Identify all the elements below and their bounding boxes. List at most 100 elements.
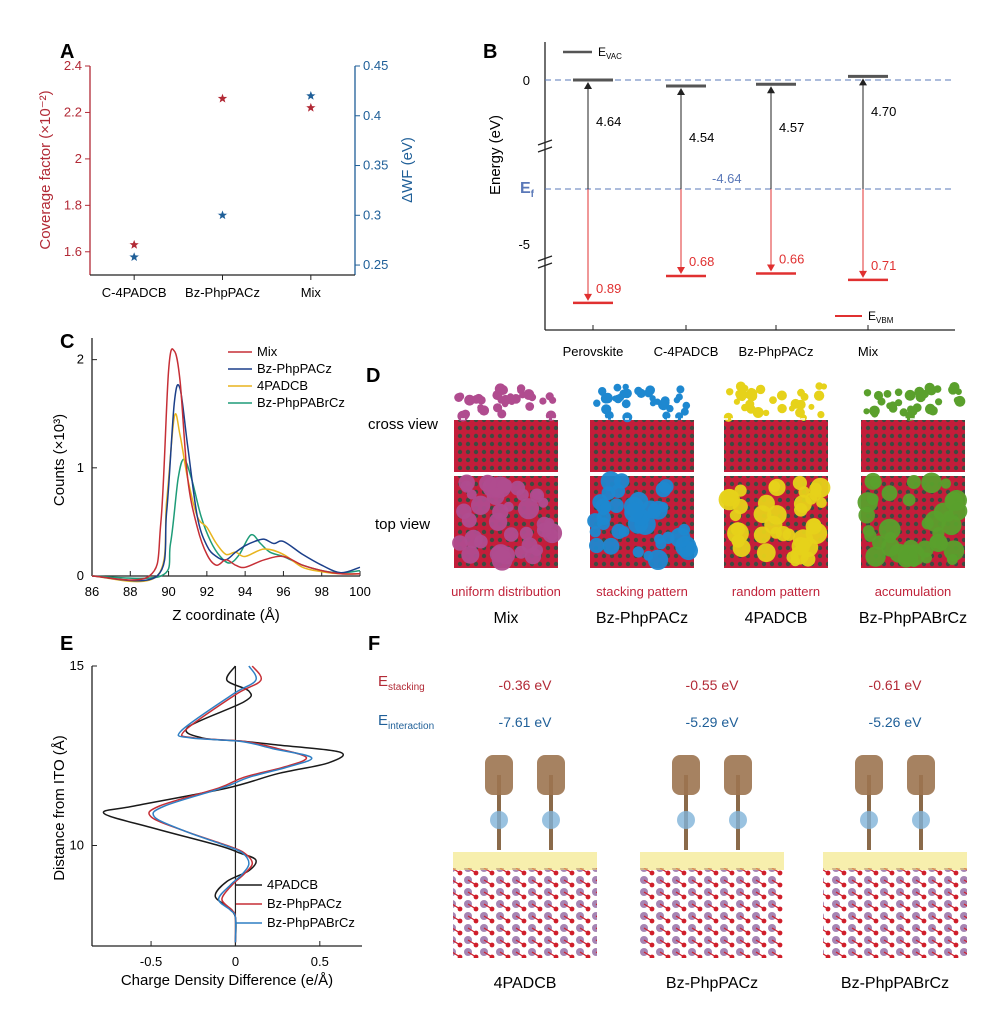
panel-b-xtick-3: Mix (858, 344, 879, 359)
panel-d-molecule-cross-1-21 (661, 398, 670, 408)
panel-f-ito-slab-1 (640, 868, 784, 958)
panel-b-wf-arrowhead-2 (767, 86, 775, 94)
panel-d-molecule-top-0-23 (488, 512, 508, 531)
panel-d-caption-0: uniform distribution (451, 584, 561, 599)
panel-d-molecule-top-2-5 (768, 480, 781, 493)
panel-b-xtick-0: Perovskite (563, 344, 624, 359)
panel-a-xtick-1: Bz-PhpPACz (185, 285, 260, 300)
panel-f-ring-1-0 (677, 811, 695, 829)
panel-b-xtick-2: Bz-PhpPACz (739, 344, 814, 359)
panel-d-molecule-top-1-39 (597, 517, 610, 530)
panel-b-legend-vbm: EVBM (868, 309, 894, 325)
panel-d-molecule-top-2-34 (767, 505, 787, 525)
panel-d-molecule-cross-2-28 (769, 396, 777, 404)
panel-d-molecule-top-3-2 (881, 485, 898, 502)
panel-d-molecule-cross-2-27 (800, 414, 807, 422)
panel-d-molecule-cross-0-16 (511, 394, 521, 404)
panel-c-xtick-7: 100 (349, 584, 371, 599)
panel-d-molecule-top-2-37 (805, 522, 828, 545)
panel-d-molecule-cross-2-31 (739, 390, 749, 399)
panel-a-ytick-left-4: 2.4 (64, 58, 82, 73)
panel-a-xtick-0: C-4PADCB (102, 285, 167, 300)
panel-d-molecule-top-2-13 (816, 497, 827, 509)
panel-d-molecule-cross-0-33 (498, 385, 508, 395)
panel-d-molecule-top-0-37 (536, 522, 552, 538)
panel-e-ytick-1: 15 (70, 658, 84, 673)
panel-b-wf-label-2: 4.57 (779, 120, 804, 135)
panel-b-wf-label-0: 4.64 (596, 114, 621, 129)
panel-f-name-2: Bz-PhpPABrCz (841, 975, 949, 992)
panel-d-molecule-top-1-33 (609, 498, 624, 513)
panel-f-ring-2-1 (912, 811, 930, 829)
panel-b-wf-arrowhead-1 (677, 88, 685, 95)
panel-e-ytick-0: 10 (70, 837, 84, 852)
panel-d-molecule-cross-1-32 (644, 388, 654, 398)
panel-f-head-2-1 (907, 755, 935, 795)
panel-c-ytick-0: 0 (77, 568, 84, 583)
panel-d-molecule-cross-1-27 (613, 383, 622, 392)
panel-d-molecule-top-2-24 (794, 503, 808, 517)
panel-d-molecule-top-1-35 (624, 502, 644, 523)
panel-d-caption-3: accumulation (875, 584, 952, 599)
panel-d-molecule-cross-1-15 (604, 410, 614, 420)
panel-label-e: E (60, 633, 73, 655)
panel-c-legend-label-2: 4PADCB (257, 378, 308, 393)
panel-d-molecule-cross-0-22 (497, 396, 505, 404)
panel-d-molecule-top-0-36 (474, 534, 488, 549)
panel-d-molecule-cross-3-29 (924, 382, 935, 394)
panel-d-molecule-cross-3-20 (935, 398, 943, 406)
panel-d-molecule-cross-2-11 (777, 403, 787, 414)
panel-d-molecule-cross-2-20 (815, 382, 823, 390)
panel-e-xtick-0: -0.5 (140, 954, 162, 969)
panel-b-ylabel: Energy (eV) (487, 115, 504, 195)
panel-c-legend-label-1: Bz-PhpPACz (257, 361, 332, 376)
panel-d-molecule-top-3-29 (941, 514, 962, 536)
panel-a-point-s0-0 (125, 235, 143, 253)
panel-d-molecule-top-2-33 (809, 488, 822, 501)
panel-b-vbm-label-3: 0.71 (871, 258, 896, 273)
panel-d-molecule-top-2-38 (786, 551, 799, 564)
panel-f-ring-1-1 (729, 811, 747, 829)
panel-d-molecule-cross-1-19 (621, 399, 631, 409)
panel-f-head-0-0 (485, 755, 513, 795)
panel-d-molecule-cross-1-33 (654, 398, 661, 405)
panel-f-head-2-0 (855, 755, 883, 795)
panel-d-row-top: top view (375, 516, 430, 533)
panel-e-xtick-1: 0 (232, 954, 239, 969)
panel-d-molecule-cross-2-12 (813, 390, 825, 401)
panel-c-series-line-1 (91, 383, 361, 582)
panel-d-caption-2: random pattern (732, 584, 820, 599)
panel-d-molecule-cross-2-26 (790, 401, 798, 409)
panel-a-xtick-2: Mix (301, 285, 322, 300)
panel-c-ytick-1: 1 (77, 460, 84, 475)
panel-d-molecule-cross-1-4 (676, 385, 685, 394)
panel-f-charge-cloud-0 (453, 852, 597, 870)
panel-d-molecule-cross-2-32 (755, 384, 766, 395)
panel-d-molecule-cross-1-16 (666, 404, 674, 413)
panel-label-d: D (366, 365, 380, 387)
panel-c-xtick-5: 96 (276, 584, 290, 599)
panel-b-vbm-label-0: 0.89 (596, 281, 621, 296)
panel-e-legend-label-1: Bz-PhpPACz (267, 896, 342, 911)
panel-c-chart: Z coordinate (Å) Counts (×10³) 86 88 90 92 9… (51, 338, 371, 624)
panel-d-molecule-top-1-21 (611, 523, 627, 540)
panel-c-xtick-2: 90 (161, 584, 175, 599)
panel-d-molecule-top-0-8 (470, 495, 491, 515)
panel-a-ytick-left-3: 2.2 (64, 104, 82, 119)
panel-d-molecule-top-3-37 (881, 537, 900, 557)
panel-d-molecule-top-1-1 (589, 526, 601, 538)
panel-d-molecule-top-3-38 (946, 554, 958, 565)
panel-d-molecule-cross-1-2 (622, 383, 629, 391)
panel-b-ef-label: Ef (520, 180, 535, 200)
panel-f-ring-0-1 (542, 811, 560, 829)
panel-d-molecule-cross-0-15 (539, 397, 547, 405)
panel-d-molecule-cross-3-22 (883, 390, 892, 398)
panel-d-molecule-top-3-39 (929, 535, 943, 549)
panel-b-wf-arrowhead-3 (859, 78, 867, 86)
panel-c-xtick-4: 94 (238, 584, 252, 599)
panel-d-molecule-cross-0-28 (474, 393, 484, 404)
panel-label-a: A (60, 41, 74, 63)
panel-label-f: F (368, 633, 380, 655)
panel-a-ytick-left-2: 2 (75, 151, 82, 166)
